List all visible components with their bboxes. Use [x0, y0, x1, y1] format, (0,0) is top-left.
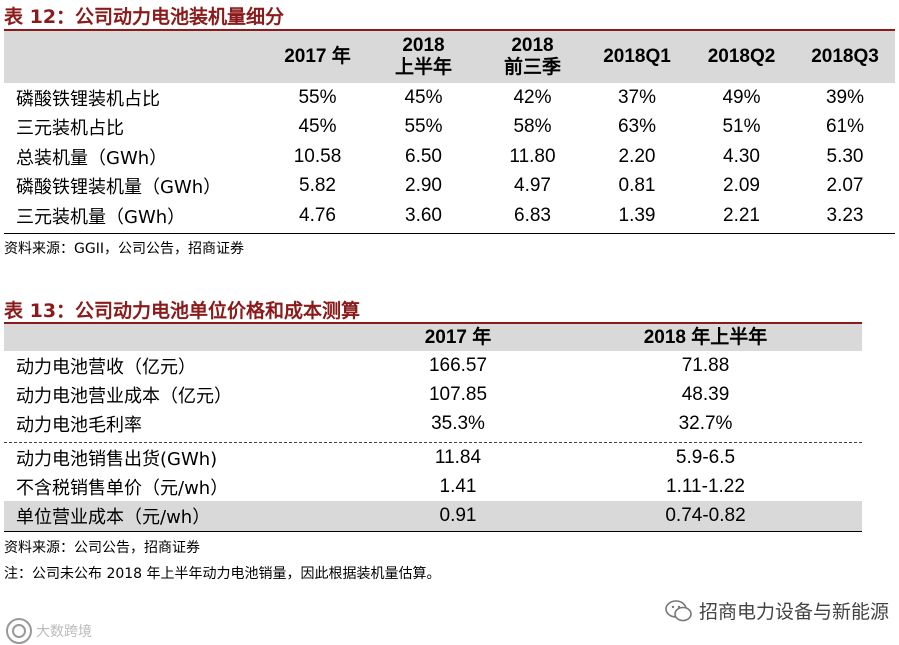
table-12-bottom-rule [4, 233, 895, 234]
cell-value: 1.41 [439, 475, 477, 497]
cell-value: 45% [404, 86, 443, 108]
row-label: 三元装机占比 [16, 118, 124, 140]
cell-value: 37% [617, 86, 657, 108]
row-label: 动力电池销售出货(GWh) [16, 449, 218, 471]
cell-value: 61% [825, 116, 865, 138]
table-12-header-row: 2017 年 2018 上半年 2018 前三季 2018Q1 2018Q2 201… [4, 31, 895, 83]
cell-value: 32.7% [678, 413, 733, 435]
table-12-col-header: 2017 年 [284, 46, 351, 67]
watermark-right: 招商电力设备与新能源 [665, 597, 889, 624]
cell-value: 63% [617, 116, 657, 138]
row-label: 单位营业成本（元/wh） [16, 507, 211, 528]
table-12-source: 资料来源：GGII，公司公告，招商证券 [4, 241, 244, 257]
table-13-note: 注：公司未公布 2018 年上半年动力电池销量，因此根据装机量估算。 [4, 566, 441, 582]
row-label: 总装机量（GWh） [16, 147, 168, 169]
row-label: 不含税销售单价（元/wh） [16, 477, 229, 499]
cell-value: 42% [513, 86, 552, 108]
row-label: 动力电池营业成本（亿元） [16, 385, 232, 407]
table-row: 动力电池销售出货(GWh) 11.84 5.9-6.5 [4, 444, 862, 473]
cell-value: 1.11-1.22 [666, 475, 745, 497]
table-13-header-corner [4, 324, 367, 351]
cell-value: 55% [298, 86, 337, 108]
cell-value: 2.90 [405, 175, 442, 197]
cell-value: 71.88 [681, 354, 730, 376]
cell-value: 166.57 [428, 354, 488, 376]
cell-value: 39% [825, 86, 865, 108]
cell-value: 49% [722, 86, 761, 108]
table-12-title: 表 12：公司动力电池装机量细分 [4, 6, 285, 28]
cell-value: 107.85 [428, 383, 488, 405]
cell-value: 4.76 [299, 204, 336, 226]
cell-value: 1.39 [618, 204, 656, 226]
table-13-bottom-rule [4, 531, 862, 532]
cell-value: 4.30 [723, 145, 760, 167]
table-12-header-background [4, 31, 895, 83]
cell-value: 58% [513, 116, 552, 138]
table-13-source: 资料来源：公司公告，招商证券 [4, 540, 200, 556]
cell-value: 45% [298, 116, 337, 138]
cell-value: 2.07 [826, 175, 864, 197]
table-12-col-header: 2018Q3 [811, 46, 879, 67]
cell-value: 10.58 [293, 145, 342, 167]
cell-value: 4.97 [514, 175, 551, 197]
table-12-header-corner [4, 31, 267, 83]
table-12-col-header: 2018 上半年 [394, 35, 452, 78]
table-12-col-header: 2018Q2 [707, 46, 776, 67]
cell-value: 0.81 [618, 175, 656, 197]
table-13-highlight-background [4, 501, 862, 531]
table-row: 三元装机量（GWh） 4.76 3.60 6.83 1.39 2.21 3.23 [4, 201, 895, 231]
cell-value: 2.21 [723, 204, 760, 226]
table-12-col-header: 2018 前三季 [503, 35, 561, 78]
row-label: 磷酸铁锂装机量（GWh） [16, 177, 222, 199]
table-row: 总装机量（GWh） 10.58 6.50 11.80 2.20 4.30 5.30 [4, 142, 895, 172]
table-row: 磷酸铁锂装机量（GWh） 5.82 2.90 4.97 0.81 2.09 2.07 [4, 172, 895, 202]
table-13-highlight-row: 单位营业成本（元/wh） 0.91 0.74-0.82 [4, 501, 862, 531]
row-label: 动力电池毛利率 [16, 415, 142, 437]
row-label: 磷酸铁锂装机占比 [16, 88, 160, 110]
table-13: 2017 年 2018 年上半年 动力电池营收（亿元） 166.57 71.88 动力… [4, 324, 862, 439]
table-13-top-rule [4, 322, 862, 324]
cell-value: 5.82 [299, 175, 336, 197]
cell-value: 11.84 [434, 447, 482, 469]
table-13-header-background [4, 324, 862, 351]
cell-value: 6.83 [514, 204, 551, 226]
cell-value: 51% [722, 116, 761, 138]
table-12-top-rule [4, 29, 895, 31]
table-12-col-header: 2018Q1 [603, 46, 671, 67]
table-row: 动力电池毛利率 35.3% 32.7% [4, 410, 862, 439]
watermark-left: 大数跨境 [6, 618, 92, 644]
watermark-left-text: 大数跨境 [36, 624, 92, 640]
table-row: 不含税销售单价（元/wh） 1.41 1.11-1.22 [4, 473, 862, 502]
cell-value: 6.50 [405, 145, 442, 167]
row-label: 动力电池营收（亿元） [16, 356, 196, 378]
cell-value: 48.39 [681, 383, 730, 405]
cell-value: 5.30 [826, 145, 864, 167]
watermark-right-text: 招商电力设备与新能源 [698, 601, 889, 623]
row-label: 三元装机量（GWh） [16, 206, 186, 228]
table-13-lower: 动力电池销售出货(GWh) 11.84 5.9-6.5 不含税销售单价（元/wh） 1.… [4, 444, 862, 531]
wechat-icon [665, 599, 692, 621]
cell-value: 11.80 [509, 145, 556, 167]
table-12: 2017 年 2018 上半年 2018 前三季 2018Q1 2018Q2 201… [4, 31, 895, 231]
cell-value: 0.74-0.82 [665, 505, 746, 526]
cell-value: 2.09 [723, 175, 760, 197]
table-13-header-row: 2017 年 2018 年上半年 [4, 324, 862, 351]
cell-value: 5.9-6.5 [675, 447, 736, 469]
cell-value: 55% [404, 116, 443, 138]
table-13-title: 表 13：公司动力电池单位价格和成本测算 [4, 300, 361, 322]
cell-value: 2.20 [618, 145, 656, 167]
watermark-logo-icon [6, 618, 32, 644]
table-13-col-header: 2018 年上半年 [643, 326, 768, 348]
table-row: 动力电池营业成本（亿元） 107.85 48.39 [4, 380, 862, 409]
table-13-dashed-divider [4, 442, 862, 443]
cell-value: 35.3% [431, 413, 485, 435]
cell-value: 3.23 [826, 204, 864, 226]
cell-value: 0.91 [439, 505, 477, 526]
table-row: 动力电池营收（亿元） 166.57 71.88 [4, 351, 862, 380]
table-row: 三元装机占比 45% 55% 58% 63% 51% 61% [4, 113, 895, 143]
table-13-col-header: 2017 年 [424, 326, 492, 348]
cell-value: 3.60 [405, 204, 442, 226]
table-row: 磷酸铁锂装机占比 55% 45% 42% 37% 49% 39% [4, 83, 895, 113]
